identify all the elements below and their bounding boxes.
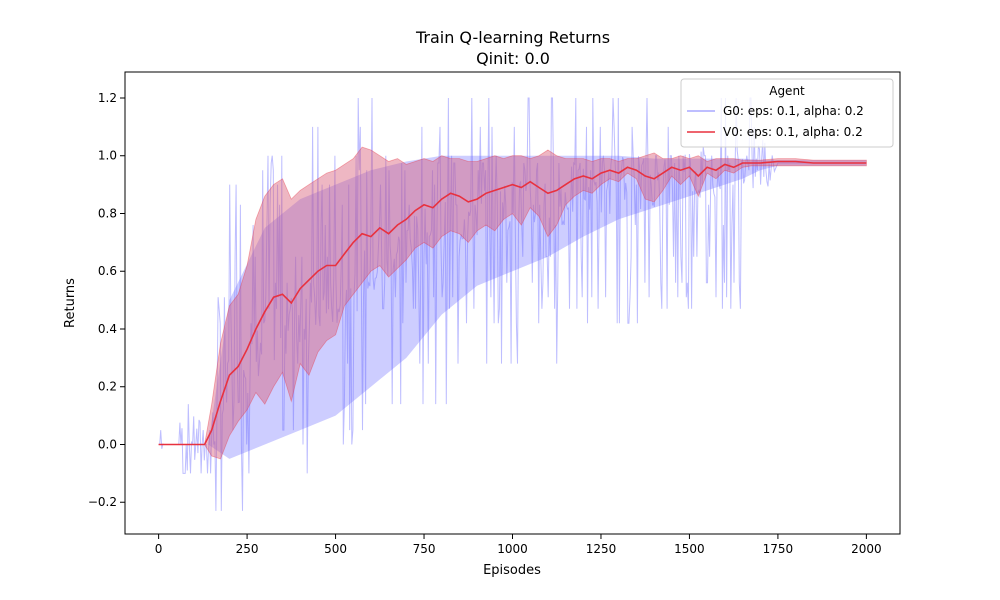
chart-title: Train Q-learning Returns [415, 28, 610, 47]
x-tick-label: 1250 [586, 542, 617, 556]
x-tick-label: 250 [236, 542, 259, 556]
legend: Agent G0: eps: 0.1, alpha: 0.2 V0: eps: … [680, 78, 894, 148]
y-tick-label: 1.0 [98, 149, 117, 163]
x-tick-label: 0 [155, 542, 163, 556]
y-tick-label: −0.2 [88, 495, 117, 509]
legend-title: Agent [769, 84, 805, 98]
y-tick-label: 0.4 [98, 322, 117, 336]
x-tick-label: 2000 [851, 542, 882, 556]
x-tick-label: 750 [413, 542, 436, 556]
x-axis-label: Episodes [483, 563, 541, 578]
x-tick-label: 1500 [674, 542, 705, 556]
y-tick-label: 1.2 [98, 91, 117, 105]
y-tick-label: 0.6 [98, 264, 117, 278]
x-tick-label: 1000 [497, 542, 528, 556]
y-axis-label: Returns [63, 278, 78, 328]
legend-entry-v0: V0: eps: 0.1, alpha: 0.2 [723, 125, 863, 139]
x-tick-label: 1750 [763, 542, 794, 556]
plot-area [158, 97, 867, 511]
y-tick-label: 0.8 [98, 206, 117, 220]
g0-line [158, 97, 867, 511]
y-axis: −0.2 0.0 0.2 0.4 0.6 0.8 1.0 1.2 [88, 91, 125, 509]
x-axis: 0 250 500 750 1000 1250 1500 1750 2000 [155, 534, 882, 556]
y-tick-label: 0.2 [98, 380, 117, 394]
legend-box [680, 78, 894, 148]
y-tick-label: 0.0 [98, 437, 117, 451]
chart-subtitle: Qinit: 0.0 [476, 49, 550, 68]
x-tick-label: 500 [324, 542, 347, 556]
v0-line [158, 160, 867, 446]
legend-entry-g0: G0: eps: 0.1, alpha: 0.2 [723, 104, 864, 118]
g0-band [158, 155, 867, 459]
